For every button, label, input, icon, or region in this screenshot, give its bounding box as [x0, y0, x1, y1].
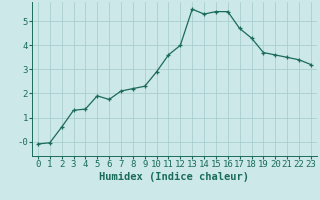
- X-axis label: Humidex (Indice chaleur): Humidex (Indice chaleur): [100, 172, 249, 182]
